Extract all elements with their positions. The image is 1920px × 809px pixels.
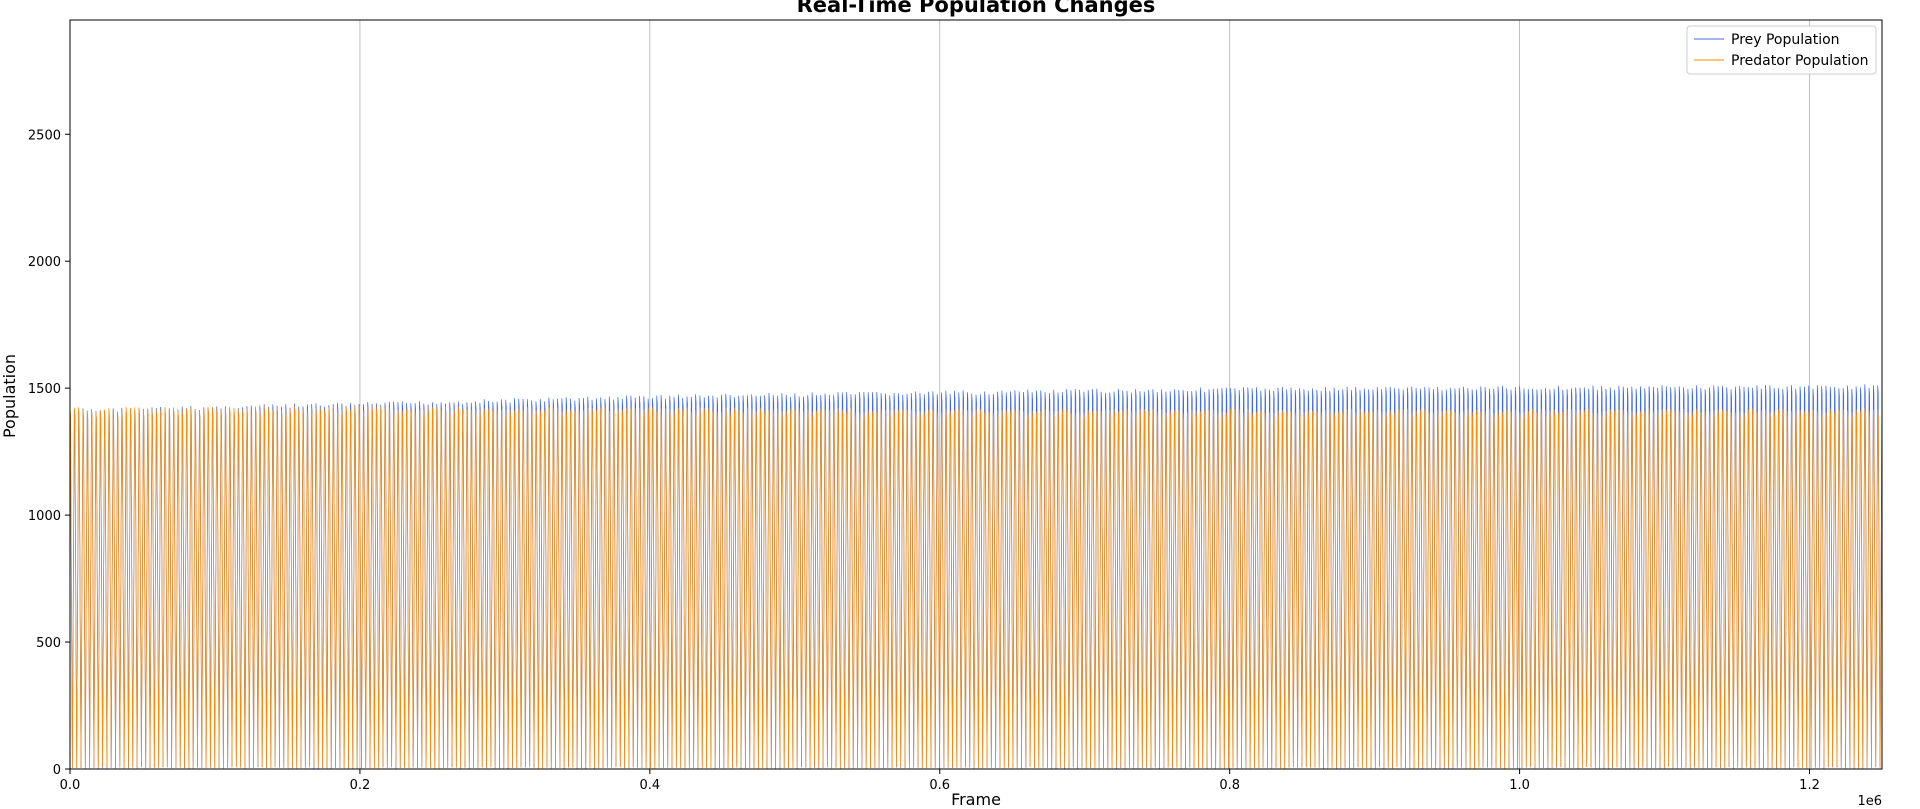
x-tick-label: 1.2 xyxy=(1799,778,1820,793)
plot-frame xyxy=(69,19,1883,770)
predator-population-line xyxy=(70,406,1882,769)
x-tick-label: 1.0 xyxy=(1509,778,1530,793)
y-tick-label: 1500 xyxy=(28,382,61,397)
x-tick-label: 0.0 xyxy=(60,778,81,793)
x-tick-label: 0.2 xyxy=(350,778,371,793)
y-tick-label: 1000 xyxy=(28,509,61,524)
x-axis-offset-label: 1e6 xyxy=(1857,794,1882,809)
x-axis-ticks: 0.0 0.2 0.4 0.6 0.8 1.0 1.2 xyxy=(60,769,1820,793)
x-tick-label: 0.6 xyxy=(929,778,950,793)
x-tick-label: 0.4 xyxy=(639,778,660,793)
x-axis-label: Frame xyxy=(951,790,1001,809)
legend-label-prey: Prey Population xyxy=(1731,32,1840,48)
legend-label-predator: Predator Population xyxy=(1731,53,1869,69)
x-tick-label: 0.8 xyxy=(1219,778,1240,793)
y-tick-label: 2000 xyxy=(28,255,61,270)
chart-title: Real-Time Population Changes xyxy=(797,0,1156,17)
legend: Prey Population Predator Population xyxy=(1686,25,1877,75)
y-axis-ticks: 0 500 1000 1500 2000 2500 xyxy=(28,128,70,778)
y-axis-label: Population xyxy=(0,354,19,438)
y-tick-label: 0 xyxy=(53,763,61,778)
y-tick-label: 2500 xyxy=(28,128,61,143)
legend-box xyxy=(1686,25,1877,75)
y-tick-label: 500 xyxy=(36,636,61,651)
